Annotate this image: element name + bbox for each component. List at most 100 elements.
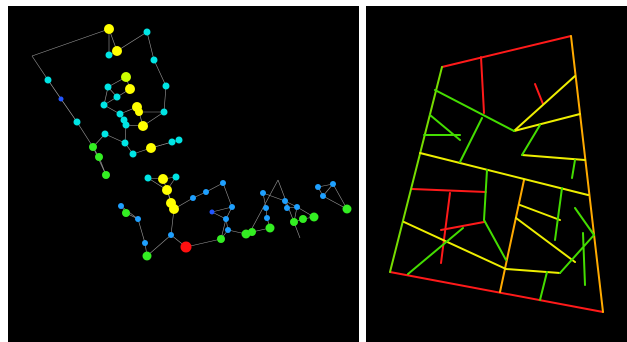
street (441, 35, 572, 68)
graph-panel (8, 6, 359, 342)
graph-node (44, 76, 52, 84)
graph-node (342, 204, 352, 214)
street (505, 268, 561, 274)
graph-node (104, 83, 112, 91)
street (407, 227, 464, 275)
graph-edge (262, 192, 286, 202)
graph-node (294, 204, 300, 210)
street (419, 152, 589, 196)
graph-node (101, 130, 109, 138)
street (570, 35, 604, 313)
graph-node (135, 108, 143, 116)
street (483, 219, 507, 261)
graph-node (160, 108, 168, 116)
graph-node (105, 51, 113, 59)
graph-node (73, 118, 81, 126)
graph-edge (332, 183, 348, 210)
graph-node (180, 241, 192, 253)
graph-node (220, 180, 226, 186)
street (440, 192, 451, 264)
graph-edge (31, 55, 49, 81)
street (574, 207, 595, 236)
street (483, 169, 488, 221)
graph-node (121, 72, 131, 82)
graph-node (158, 174, 168, 184)
street (534, 83, 544, 105)
graph-edge (137, 218, 146, 244)
street-panel (366, 6, 627, 342)
graph-node (203, 189, 209, 195)
graph-edge (116, 31, 148, 52)
street (411, 188, 487, 193)
graph-edge (146, 234, 172, 257)
graph-node (330, 181, 336, 187)
graph-node (320, 193, 326, 199)
graph-node (150, 56, 158, 64)
graph-node (282, 198, 288, 204)
street (515, 217, 576, 263)
graph-node (138, 121, 148, 131)
graph-node (225, 227, 231, 233)
graph-edge (211, 206, 233, 213)
graph-node (172, 173, 180, 181)
graph-node (135, 216, 141, 222)
street (513, 75, 576, 132)
graph-edge (31, 28, 110, 57)
street (554, 187, 563, 241)
graph-node (162, 82, 170, 90)
graph-node (162, 185, 172, 195)
street (459, 117, 483, 163)
graph-node (121, 139, 129, 147)
graph-node (143, 28, 151, 36)
graph-node (129, 150, 137, 158)
graph-node (168, 138, 176, 146)
graph-node (217, 235, 225, 243)
graph-node (229, 204, 235, 210)
graph-node (209, 209, 215, 215)
graph-node (118, 203, 124, 209)
street (440, 221, 485, 231)
graph-node (89, 143, 97, 151)
graph-node (142, 251, 152, 261)
graph-node (100, 101, 108, 109)
graph-node (309, 212, 319, 222)
graph-edge (153, 59, 167, 87)
graph-node (142, 240, 148, 246)
graph-edge (92, 146, 107, 176)
graph-node (315, 184, 321, 190)
graph-node (263, 205, 269, 211)
graph-edge (104, 133, 126, 144)
graph-node (122, 209, 130, 217)
street (559, 234, 595, 274)
graph-node (116, 110, 124, 118)
street (539, 271, 548, 301)
street (403, 221, 507, 270)
graph-node (248, 228, 256, 236)
graph-node (146, 143, 156, 153)
graph-edge (322, 195, 348, 210)
graph-node (58, 96, 64, 102)
street (582, 232, 586, 286)
graph-node (265, 223, 275, 233)
graph-node (112, 46, 122, 56)
street (519, 204, 561, 221)
graph-node (169, 204, 179, 214)
street (434, 89, 515, 132)
street (499, 179, 525, 293)
graph-node (260, 190, 266, 196)
graph-node (104, 24, 114, 34)
graph-node (113, 93, 121, 101)
graph-edge (60, 98, 78, 123)
graph-node (175, 136, 183, 144)
graph-edge (222, 182, 233, 208)
street-lines (389, 35, 604, 313)
street (389, 66, 443, 273)
street (480, 56, 485, 114)
graph-node (125, 84, 135, 94)
graph-node (190, 195, 196, 201)
graph-node (168, 232, 174, 238)
street (571, 159, 576, 179)
graph-edge (205, 182, 224, 193)
graph-edge (163, 85, 167, 113)
